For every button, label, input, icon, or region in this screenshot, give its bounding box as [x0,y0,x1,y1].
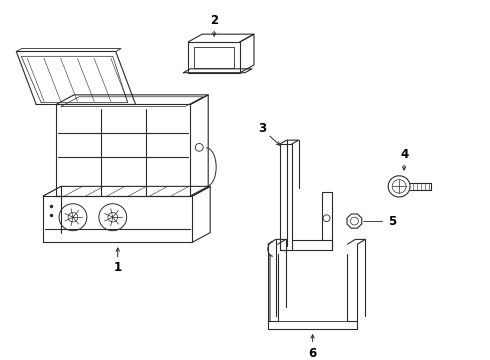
Text: 3: 3 [258,122,266,135]
Text: 5: 5 [388,215,396,228]
Text: 4: 4 [400,148,408,161]
Text: 2: 2 [210,14,218,27]
Text: 6: 6 [309,347,317,360]
Text: 1: 1 [114,261,122,274]
